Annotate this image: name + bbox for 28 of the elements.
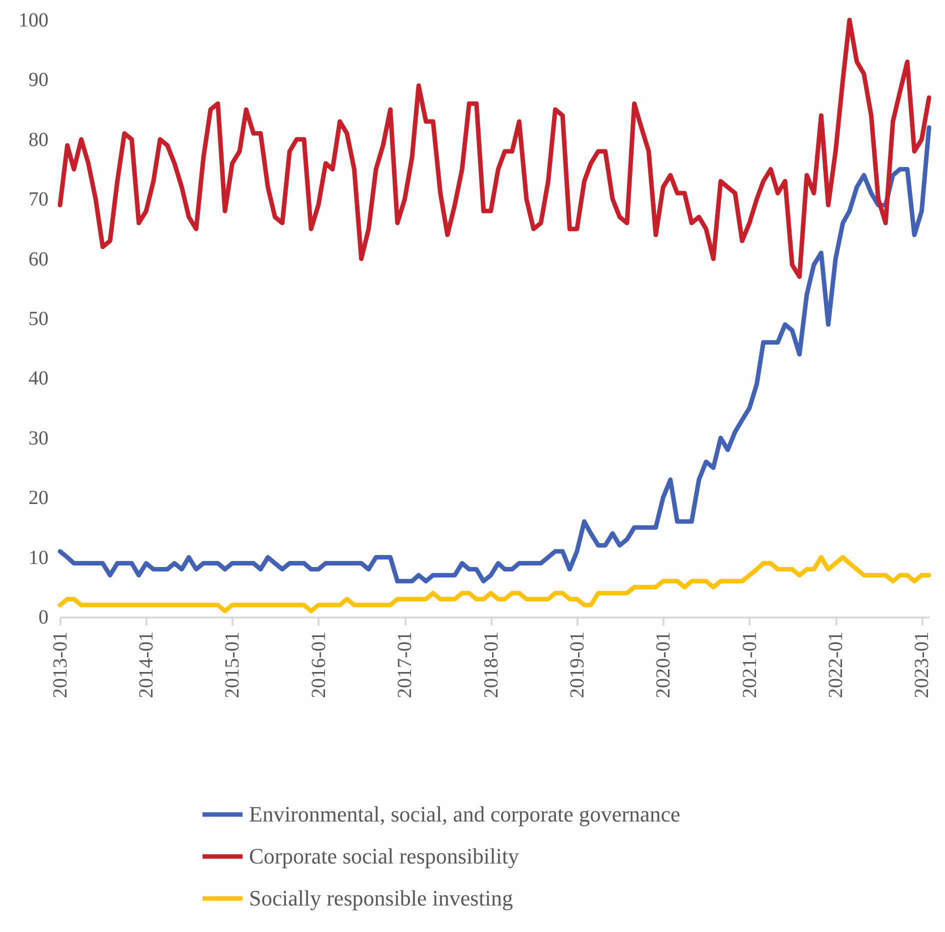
y-tick-label: 60	[28, 248, 48, 270]
x-tick-label: 2020-01	[652, 632, 675, 698]
y-tick-label: 40	[28, 368, 48, 390]
y-tick-label: 100	[18, 10, 48, 32]
x-tick-label: 2019-01	[566, 632, 588, 698]
legend-label: Environmental, social, and corporate governance	[249, 802, 680, 826]
legend-label: Socially responsible investing	[249, 886, 513, 910]
y-tick-label: 90	[28, 69, 48, 92]
line-series	[58, 125, 932, 584]
y-tick-label: 10	[28, 546, 48, 569]
x-tick-label: 2023-01	[911, 632, 934, 698]
line-series	[58, 555, 932, 614]
x-tick-label: 2016-01	[308, 632, 330, 698]
y-tick-label: 20	[28, 487, 48, 510]
x-tick-label: 2017-01	[394, 632, 416, 698]
x-tick-label: 2015-01	[222, 632, 244, 698]
x-tick-label: 2022-01	[825, 632, 848, 698]
y-tick-label: 50	[28, 308, 48, 330]
x-tick-label: 2018-01	[480, 632, 502, 698]
y-tick-label: 30	[28, 427, 48, 450]
legend-label: Corporate social responsibility	[249, 844, 520, 868]
x-tick-label: 2021-01	[738, 632, 761, 698]
y-tick-label: 0	[38, 606, 48, 628]
x-tick-label: 2013-01	[50, 632, 72, 698]
y-tick-label: 70	[28, 188, 48, 211]
x-tick-label: 2014-01	[136, 632, 158, 698]
y-tick-label: 80	[28, 128, 48, 151]
line-series	[58, 18, 932, 279]
